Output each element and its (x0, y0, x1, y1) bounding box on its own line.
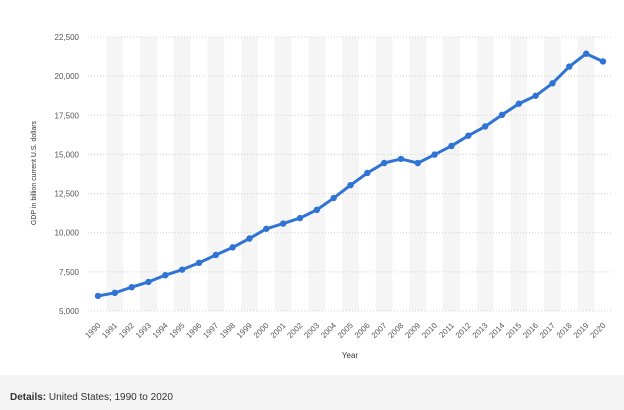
column-band (476, 37, 494, 311)
x-tick-label: 1993 (134, 321, 153, 340)
data-point[interactable] (515, 100, 523, 107)
data-point[interactable] (263, 225, 270, 232)
column-band (207, 37, 225, 311)
data-point[interactable] (330, 194, 337, 202)
y-tick-label: 5,000 (59, 307, 80, 316)
x-tick-label: 2001 (269, 321, 288, 340)
details-value: United States; 1990 to 2020 (48, 392, 173, 403)
data-point[interactable] (296, 214, 304, 222)
x-tick-labels: 1990199119921993199419951996199719981999… (83, 321, 607, 340)
data-point[interactable] (229, 244, 236, 251)
data-point[interactable] (364, 169, 371, 177)
x-tick-label: 1998 (218, 321, 237, 340)
column-band (106, 37, 124, 311)
y-tick-labels: 5,000 7,500 10,000 12,500 15,000 17,500 20,000… (55, 33, 80, 316)
column-band (140, 37, 157, 311)
x-tick-label: 2019 (572, 321, 591, 340)
column-band (577, 37, 595, 311)
x-tick-label: 2006 (353, 321, 372, 340)
column-band (510, 37, 528, 311)
data-point[interactable] (162, 271, 169, 279)
x-tick-label: 2015 (504, 321, 523, 340)
data-point[interactable] (481, 123, 489, 130)
y-tick-label: 22,500 (55, 33, 80, 42)
x-tick-label: 2013 (471, 321, 490, 340)
data-point[interactable] (465, 132, 472, 139)
x-tick-label: 2009 (403, 321, 422, 340)
data-point[interactable] (397, 155, 405, 163)
column-band (375, 37, 393, 311)
data-point[interactable] (212, 251, 220, 259)
column-band (241, 37, 258, 311)
x-tick-label: 2010 (420, 321, 439, 340)
x-tick-label: 2000 (252, 321, 271, 340)
gridlines (88, 36, 612, 312)
column-band (544, 37, 561, 311)
data-point[interactable] (549, 80, 556, 87)
x-tick-label: 2003 (302, 321, 321, 340)
data-point[interactable] (582, 50, 590, 57)
x-axis-label: Year (342, 351, 359, 360)
x-tick-label: 1994 (151, 321, 170, 340)
y-tick-label: 17,500 (55, 111, 80, 120)
data-point[interactable] (128, 284, 135, 291)
x-tick-label: 2020 (588, 321, 607, 340)
x-tick-label: 1990 (83, 321, 102, 340)
gdp-line-chart: 5,000 7,500 10,000 12,500 15,000 17,500 20,000… (31, 33, 612, 360)
details-text: Details: United States; 1990 to 2020 (10, 392, 173, 403)
data-point[interactable] (498, 111, 506, 119)
data-point[interactable] (279, 220, 287, 227)
column-band (342, 37, 359, 311)
x-tick-label: 2007 (370, 321, 389, 340)
data-point[interactable] (431, 151, 438, 158)
data-point[interactable] (178, 266, 186, 273)
data-point[interactable] (94, 292, 102, 300)
x-tick-label: 2014 (487, 321, 506, 340)
data-point[interactable] (111, 289, 119, 297)
x-tick-label: 1997 (201, 321, 220, 340)
data-point[interactable] (448, 142, 455, 150)
y-tick-label: 20,000 (55, 72, 80, 81)
x-tick-label: 1995 (168, 321, 187, 340)
x-tick-label: 1999 (235, 321, 254, 340)
data-point[interactable] (380, 159, 388, 167)
chart-panel: 5,000 7,500 10,000 12,500 15,000 17,500 20,000… (31, 33, 612, 360)
y-tick-label: 10,000 (55, 229, 80, 238)
data-point[interactable] (599, 58, 607, 65)
details-strip (0, 375, 624, 410)
y-tick-label: 12,500 (55, 190, 80, 199)
data-point[interactable] (347, 181, 354, 189)
details-label: Details: (10, 392, 47, 403)
x-tick-label: 2018 (555, 321, 574, 340)
x-tick-label: 1996 (184, 321, 203, 340)
x-tick-label: 2017 (538, 321, 557, 340)
column-band (443, 37, 460, 311)
y-tick-label: 15,000 (55, 150, 80, 159)
column-band (409, 37, 427, 311)
data-point[interactable] (414, 159, 422, 167)
x-tick-label: 2016 (521, 321, 540, 340)
data-points (94, 50, 607, 300)
x-tick-label: 2005 (336, 321, 355, 340)
column-band (274, 37, 292, 311)
x-tick-label: 2004 (319, 321, 338, 340)
y-tick-label: 7,500 (59, 268, 80, 277)
x-tick-label: 2008 (386, 321, 405, 340)
data-point[interactable] (313, 206, 321, 214)
column-band (308, 37, 326, 311)
y-axis-label: GDP in billion current U.S. dollars (31, 120, 38, 225)
x-tick-label: 2012 (454, 321, 473, 340)
x-tick-label: 2002 (285, 321, 304, 340)
column-bands (106, 37, 595, 311)
x-tick-label: 2011 (437, 321, 456, 340)
column-band (173, 37, 191, 311)
data-point[interactable] (532, 92, 539, 99)
data-point[interactable] (246, 235, 253, 242)
x-tick-label: 1992 (117, 321, 136, 340)
data-point[interactable] (195, 259, 203, 267)
x-tick-label: 1991 (100, 321, 119, 340)
data-point[interactable] (566, 63, 573, 70)
data-point[interactable] (145, 278, 152, 286)
